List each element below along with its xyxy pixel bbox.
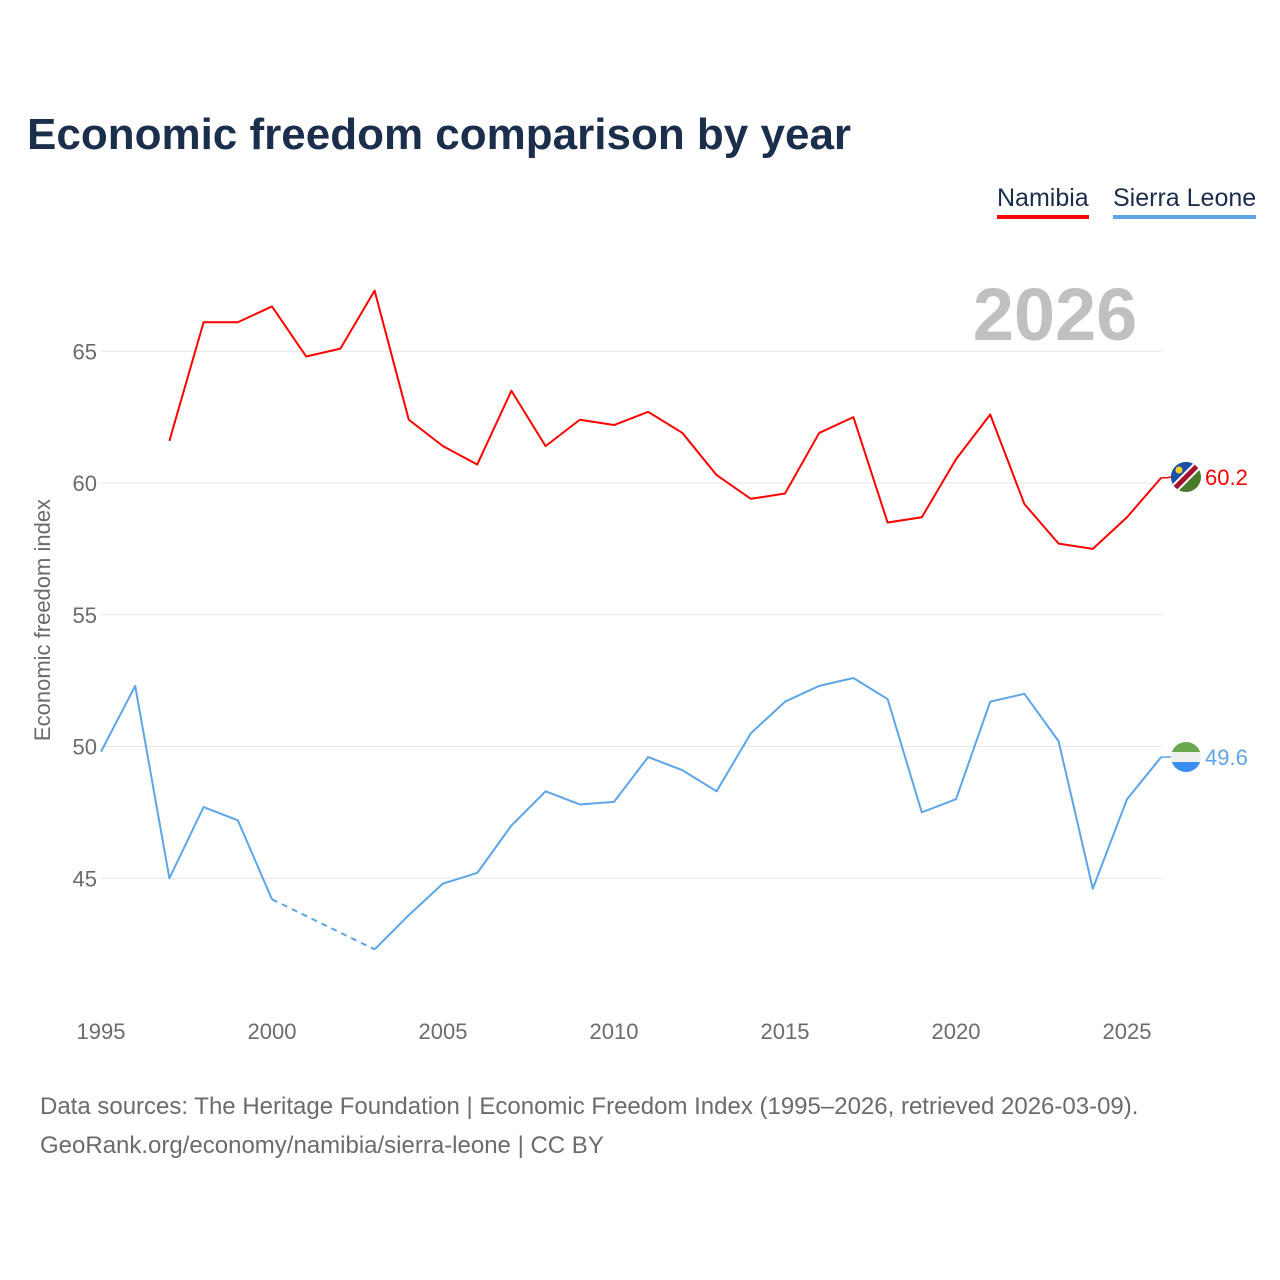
y-tick-label: 65: [73, 339, 97, 364]
sierra-leone-point[interactable]: [919, 809, 925, 815]
namibia-point[interactable]: [679, 430, 685, 436]
sierra-leone-end-label: 49.6: [1205, 745, 1248, 770]
sierra-leone-point[interactable]: [816, 683, 822, 689]
namibia-point[interactable]: [508, 388, 514, 394]
x-tick-label: 1995: [77, 1019, 126, 1044]
sierra-leone-point[interactable]: [748, 730, 754, 736]
namibia-point[interactable]: [885, 520, 891, 526]
footer-sources: Data sources: The Heritage Foundation | …: [40, 1093, 1139, 1120]
namibia-line[interactable]: [168, 289, 1162, 550]
namibia-point[interactable]: [235, 319, 241, 325]
namibia-point[interactable]: [577, 417, 583, 423]
sierra-leone-point[interactable]: [474, 870, 480, 876]
y-tick-label: 55: [73, 603, 97, 628]
namibia-point[interactable]: [440, 443, 446, 449]
namibia-point[interactable]: [850, 414, 856, 420]
namibia-point[interactable]: [269, 303, 275, 309]
namibia-point[interactable]: [337, 346, 343, 352]
footer-link[interactable]: GeoRank.org/economy/namibia/sierra-leone…: [40, 1132, 604, 1159]
namibia-point[interactable]: [714, 472, 720, 478]
sierra-leone-point[interactable]: [1124, 796, 1130, 802]
namibia-point[interactable]: [543, 443, 549, 449]
sierra-leone-point[interactable]: [1090, 886, 1096, 892]
sierra-leone-point[interactable]: [645, 754, 651, 760]
sierra-leone-point[interactable]: [372, 946, 378, 952]
sierra-leone-point[interactable]: [679, 767, 685, 773]
sierra-leone-point[interactable]: [235, 817, 241, 823]
x-tick-label: 2020: [932, 1019, 981, 1044]
namibia-point[interactable]: [303, 354, 309, 360]
line-chart: 45 50 55 60 65 1995 2000 2005 2010 2015 2020 2025 2…: [30, 273, 1248, 1044]
namibia-point[interactable]: [166, 438, 172, 444]
y-tick-label: 60: [73, 471, 97, 496]
sierra-leone-point[interactable]: [953, 796, 959, 802]
sierra-leone-point[interactable]: [543, 788, 549, 794]
namibia-point[interactable]: [1056, 541, 1062, 547]
namibia-point[interactable]: [201, 319, 207, 325]
sierra-leone-gap-line: [271, 898, 376, 951]
y-tick-label: 50: [73, 735, 97, 760]
namibia-point[interactable]: [611, 422, 617, 428]
sierra-leone-point[interactable]: [508, 823, 514, 829]
namibia-point[interactable]: [1021, 501, 1027, 507]
namibia-point[interactable]: [1124, 514, 1130, 520]
namibia-point[interactable]: [748, 496, 754, 502]
sierra-leone-point[interactable]: [1021, 691, 1027, 697]
sierra-leone-point[interactable]: [269, 896, 275, 902]
namibia-point[interactable]: [953, 456, 959, 462]
namibia-end-connector: [1161, 476, 1172, 479]
sierra-leone-point[interactable]: [850, 675, 856, 681]
namibia-end-label: 60.2: [1205, 465, 1248, 490]
chart-title: Economic freedom comparison by year: [27, 110, 852, 159]
namibia-point[interactable]: [645, 409, 651, 415]
x-tick-label: 2025: [1103, 1019, 1152, 1044]
sierra-leone-point[interactable]: [406, 912, 412, 918]
sierra-leone-point[interactable]: [132, 683, 138, 689]
y-axis-label: Economic freedom index: [30, 499, 55, 741]
sierra-leone-point[interactable]: [885, 696, 891, 702]
namibia-point[interactable]: [406, 417, 412, 423]
sierra-leone-point[interactable]: [611, 799, 617, 805]
sierra-leone-point[interactable]: [1056, 738, 1062, 744]
legend-sierra-leone[interactable]: Sierra Leone: [1113, 184, 1257, 219]
sierra-leone-flag-icon: [1171, 742, 1201, 772]
sierra-leone-point[interactable]: [98, 749, 104, 755]
y-tick-label: 45: [73, 866, 97, 891]
sierra-leone-point[interactable]: [987, 699, 993, 705]
sierra-leone-point[interactable]: [440, 881, 446, 887]
year-watermark: 2026: [973, 273, 1138, 356]
namibia-flag-icon: [1171, 462, 1201, 492]
x-tick-label: 2000: [248, 1019, 297, 1044]
sierra-leone-line[interactable]: [100, 676, 1162, 951]
sierra-leone-point[interactable]: [714, 788, 720, 794]
namibia-point[interactable]: [1090, 546, 1096, 552]
namibia-point[interactable]: [474, 462, 480, 468]
x-tick-label: 2015: [761, 1019, 810, 1044]
sierra-leone-point[interactable]: [577, 801, 583, 807]
legend-namibia[interactable]: Namibia: [997, 184, 1089, 219]
namibia-point[interactable]: [372, 288, 378, 294]
namibia-point[interactable]: [919, 514, 925, 520]
footer: Data sources: The Heritage Foundation | …: [40, 1087, 1138, 1165]
x-tick-label: 2005: [419, 1019, 468, 1044]
sierra-leone-point[interactable]: [201, 804, 207, 810]
x-tick-label: 2010: [590, 1019, 639, 1044]
namibia-point[interactable]: [816, 430, 822, 436]
namibia-point[interactable]: [782, 491, 788, 497]
sierra-leone-point[interactable]: [166, 875, 172, 881]
namibia-point[interactable]: [987, 411, 993, 417]
sierra-leone-point[interactable]: [782, 699, 788, 705]
